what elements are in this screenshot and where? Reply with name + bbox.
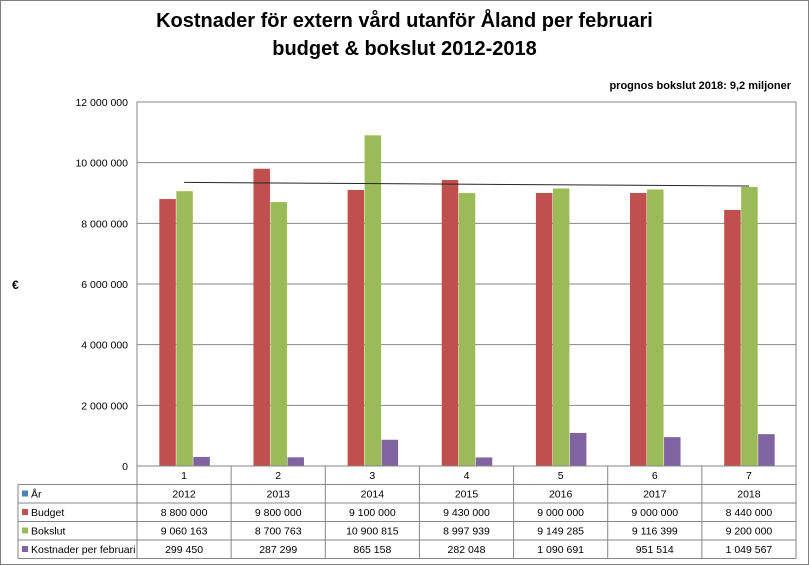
legend-entry: Kostnader per februari: [31, 544, 135, 556]
category-label: 4: [464, 470, 470, 482]
y-tick-label: 4 000 000: [81, 340, 128, 352]
bar-budget-3: [347, 189, 365, 466]
table-cell: 287 299: [259, 544, 297, 556]
table-cell: 2013: [267, 489, 291, 501]
bar-kostnader-7: [758, 434, 775, 466]
table-cell: 2015: [455, 489, 479, 501]
y-tick-label: 8 000 000: [81, 218, 128, 230]
table-cell: 8 800 000: [161, 507, 208, 519]
category-label: 3: [369, 470, 375, 482]
y-axis-label: €: [12, 278, 19, 292]
bar-bokslut-6: [647, 189, 664, 466]
legend-key-1: [22, 509, 28, 515]
table-cell: 9 000 000: [631, 507, 678, 519]
table-cell: 9 430 000: [443, 507, 490, 519]
y-tick-label: 6 000 000: [81, 279, 128, 291]
legend-key-3: [22, 546, 28, 552]
legend-entry: Budget: [31, 507, 64, 519]
table-cell: 951 514: [636, 544, 674, 556]
legend-key-2: [22, 527, 28, 534]
bar-bokslut-2: [270, 202, 287, 467]
category-label: 6: [652, 470, 658, 482]
table-cell: 9 000 000: [537, 507, 584, 519]
bar-kostnader-1: [193, 456, 210, 466]
forecast-note: prognos bokslut 2018: 9,2 miljoner: [609, 80, 791, 92]
bar-budget-6: [630, 193, 647, 466]
bar-kostnader-6: [664, 437, 681, 466]
bar-bokslut-3: [364, 135, 382, 466]
table-cell: 9 800 000: [255, 507, 302, 519]
y-tick-label: 2 000 000: [81, 400, 128, 412]
bar-budget-4: [441, 179, 459, 466]
table-cell: 865 158: [353, 544, 391, 556]
table-cell: 10 900 815: [346, 526, 399, 538]
legend-entry: År: [31, 488, 42, 501]
bar-kostnader-3: [381, 439, 399, 466]
bar-kostnader-5: [569, 432, 587, 466]
table-cell: 9 060 163: [161, 526, 208, 538]
table-cell: 1 090 691: [537, 544, 584, 556]
category-label: 5: [558, 470, 564, 482]
table-cell: 8 700 763: [255, 526, 302, 538]
table-cell: 2017: [643, 489, 667, 501]
table-cell: 8 440 000: [726, 507, 773, 519]
bar-bokslut-7: [741, 186, 758, 466]
table-cell: 8 997 939: [443, 526, 490, 538]
chart-subtitle: budget & bokslut 2012-2018: [272, 38, 537, 60]
table-cell: 1 049 567: [726, 544, 773, 556]
legend-entry: Bokslut: [31, 526, 66, 538]
bar-budget-1: [159, 199, 176, 467]
trendline: [184, 181, 749, 187]
bar-bokslut-4: [458, 193, 476, 467]
bar-budget-2: [253, 168, 270, 466]
table-cell: 2014: [361, 489, 385, 501]
table-cell: 299 450: [165, 544, 203, 556]
bar-budget-5: [535, 193, 553, 466]
y-tick-label: 0: [122, 461, 128, 473]
table-cell: 2018: [737, 489, 761, 501]
y-tick-label: 12 000 000: [75, 97, 128, 109]
category-label: 2: [275, 470, 281, 482]
bar-budget-7: [724, 209, 741, 466]
legend-key-0: [22, 490, 28, 497]
bar-kostnader-2: [287, 457, 304, 466]
table-cell: 2012: [172, 489, 196, 501]
table-cell: 282 048: [448, 544, 486, 556]
chart-title: Kostnader för extern vård utanför Åland …: [156, 10, 653, 32]
bar-kostnader-4: [475, 457, 493, 466]
table-cell: 9 149 285: [537, 526, 584, 538]
bar-bokslut-1: [176, 191, 193, 466]
bar-bokslut-5: [552, 188, 570, 467]
y-tick-label: 10 000 000: [75, 158, 128, 170]
category-label: 7: [746, 470, 752, 482]
table-cell: 9 200 000: [726, 526, 773, 538]
table-cell: 2016: [549, 489, 573, 501]
table-cell: 9 100 000: [349, 507, 396, 519]
table-cell: 9 116 399: [632, 526, 678, 538]
category-label: 1: [181, 470, 187, 482]
